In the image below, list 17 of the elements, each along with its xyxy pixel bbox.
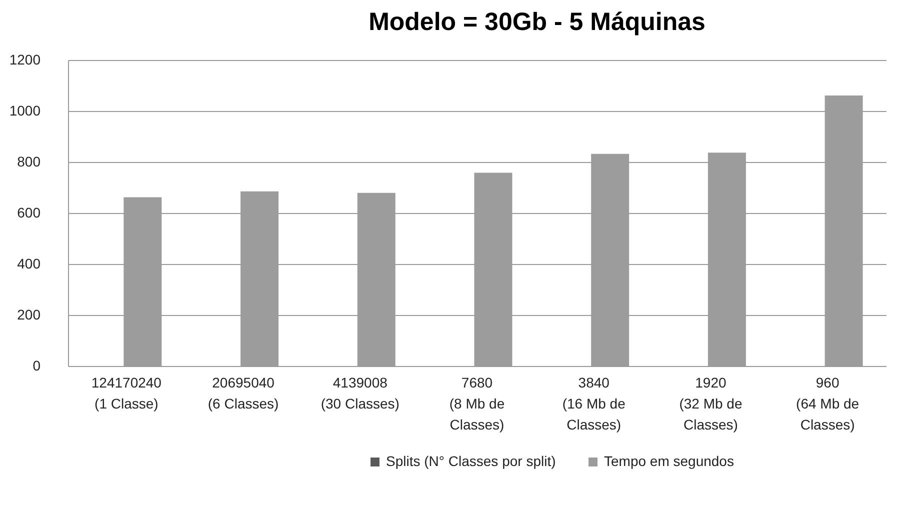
legend-label: Splits (N° Classes por split) xyxy=(386,453,556,469)
chart-title: Modelo = 30Gb - 5 Máquinas xyxy=(368,8,706,36)
x-tick-label: 1920 (32 Mb de Classes) xyxy=(679,374,742,432)
x-tick-label: 4139008 (30 Classes) xyxy=(320,374,400,412)
x-tick-label: 124170240 (1 Classe) xyxy=(91,374,162,412)
x-tick-label: 3840 (16 Mb de Classes) xyxy=(562,374,626,432)
y-tick-label: 0 xyxy=(32,358,41,374)
legend-label: Tempo em segundos xyxy=(604,453,734,469)
y-tick-label: 200 xyxy=(17,306,41,322)
y-tick-label: 400 xyxy=(17,256,41,272)
x-tick-label: 20695040 (6 Classes) xyxy=(208,374,279,412)
y-tick-label: 1000 xyxy=(9,102,41,118)
y-tick-label: 600 xyxy=(17,204,41,220)
y-tick-label: 1200 xyxy=(9,52,41,68)
x-tick-label: 7680 (8 Mb de Classes) xyxy=(449,374,505,432)
y-tick-label: 800 xyxy=(17,154,41,170)
x-tick-label: 960 (64 Mb de Classes) xyxy=(796,374,860,432)
